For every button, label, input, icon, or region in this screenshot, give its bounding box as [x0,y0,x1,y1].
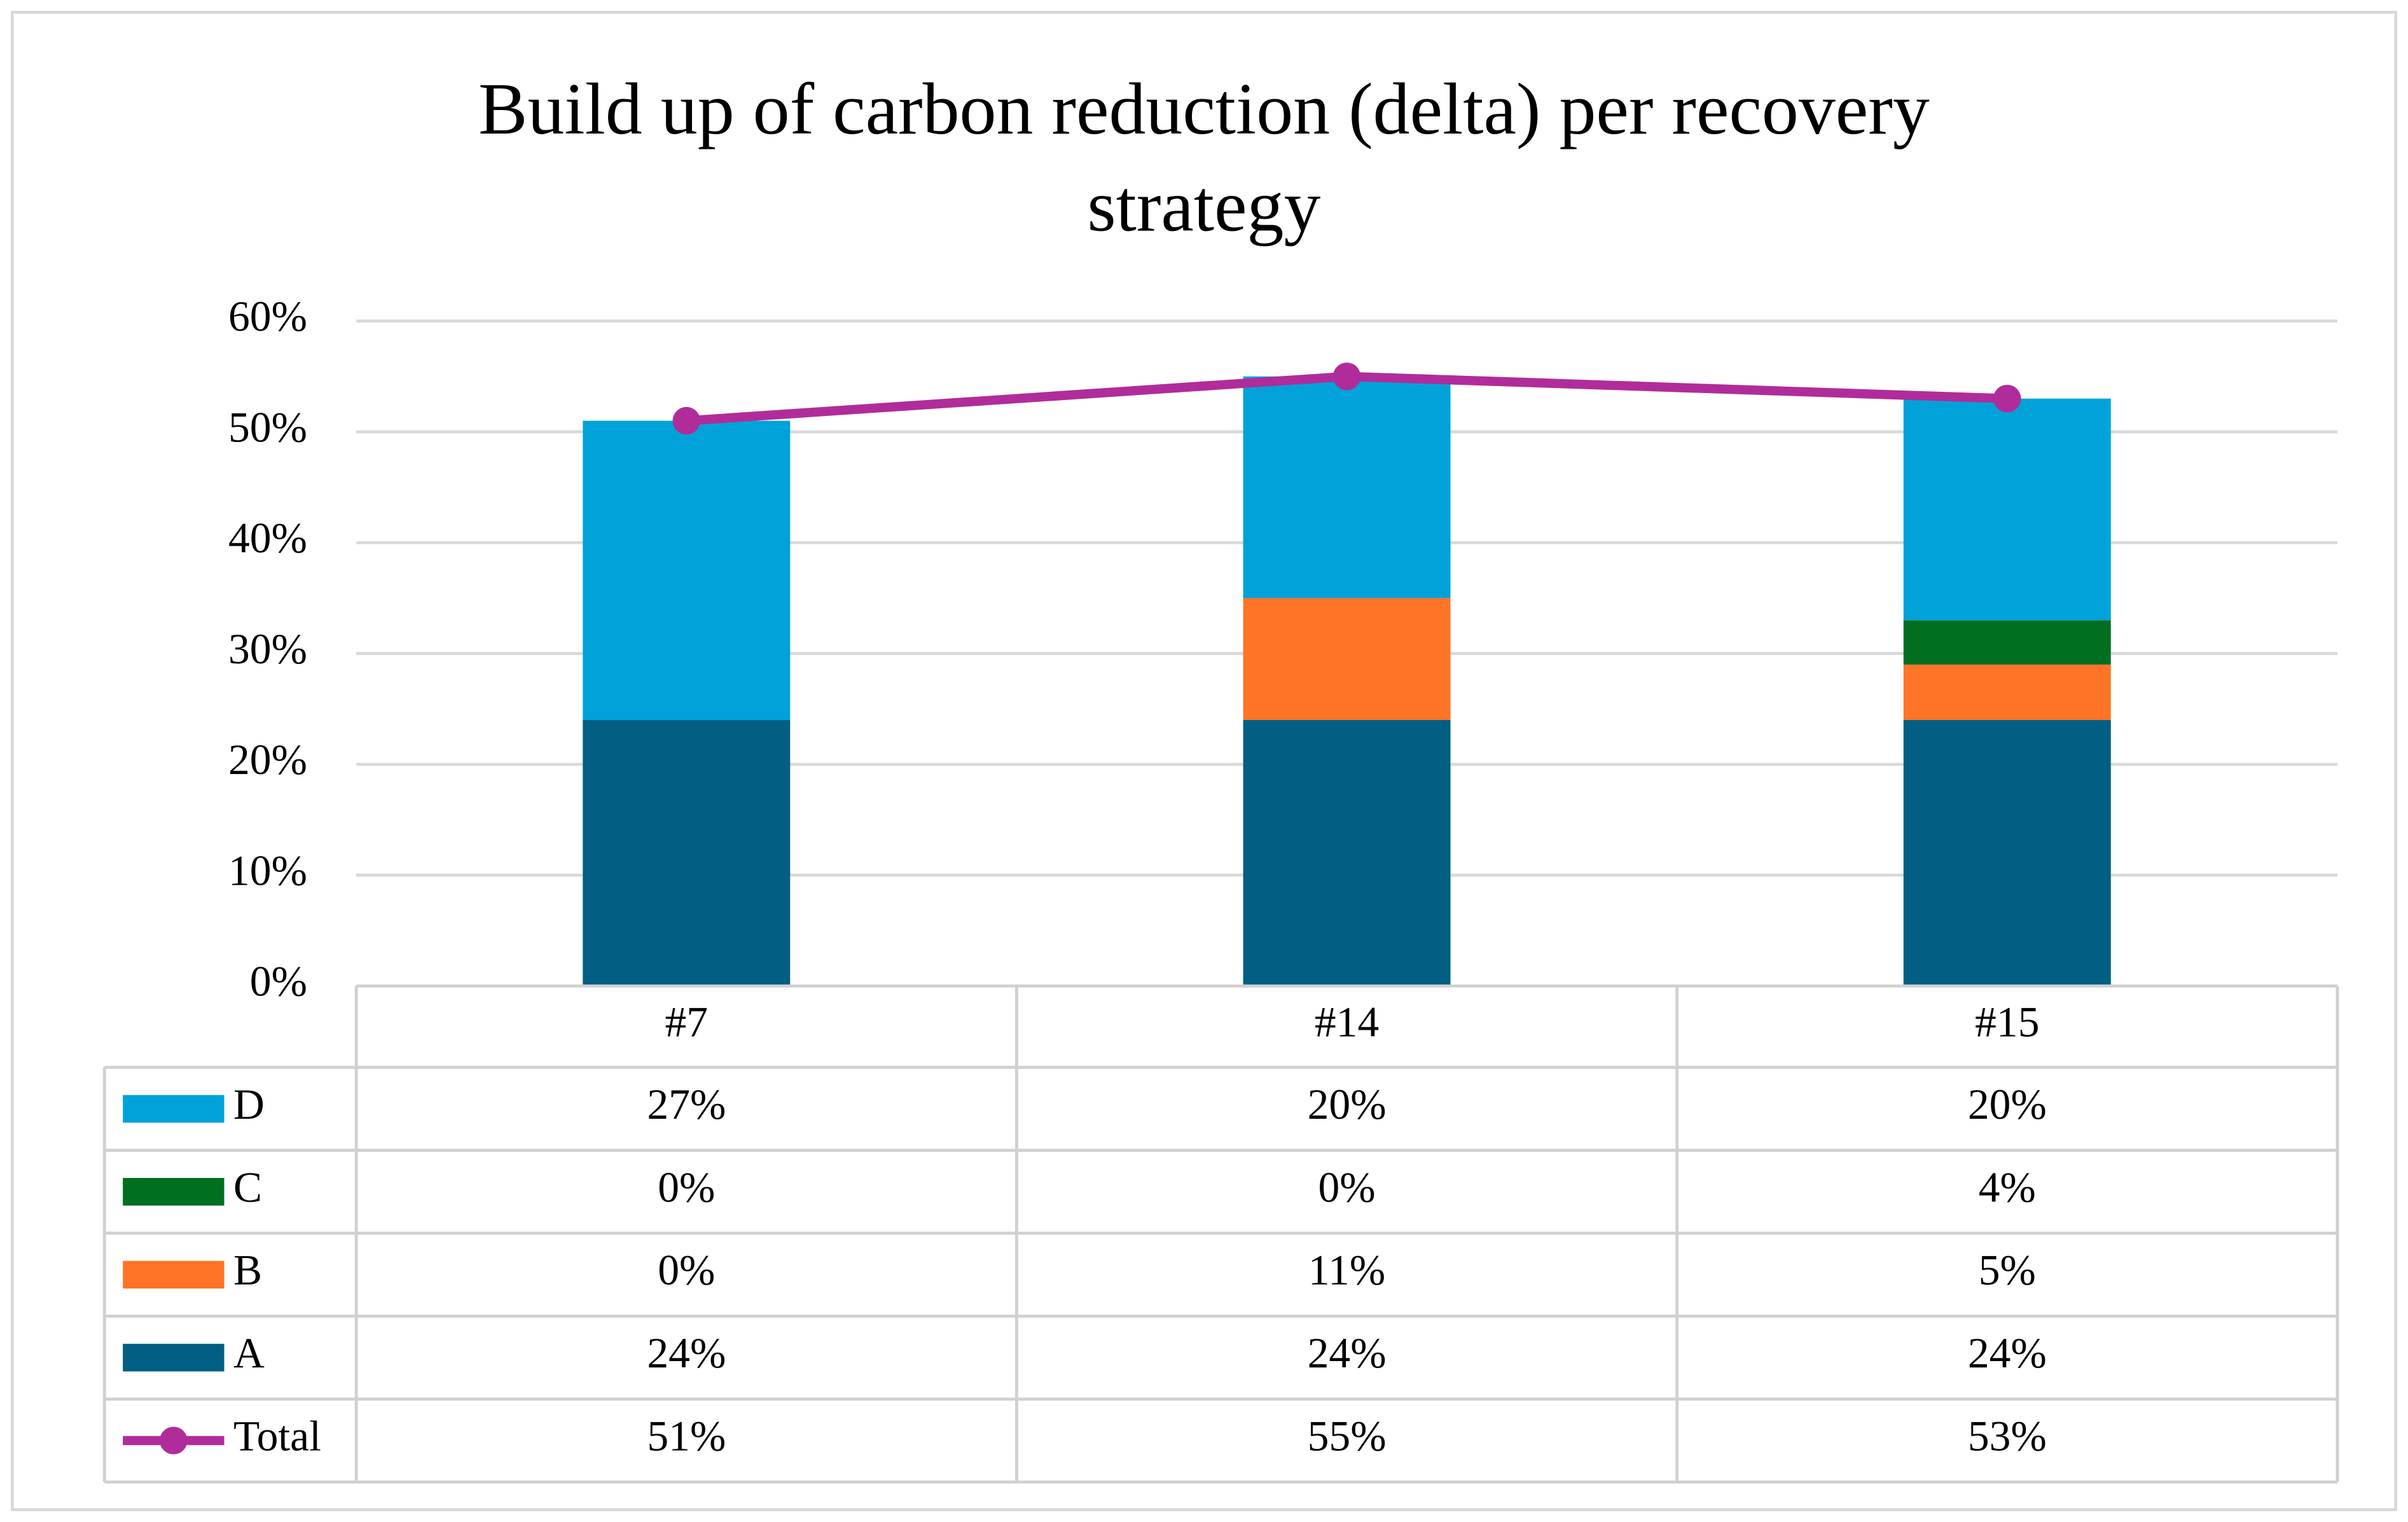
bar-segment [1243,720,1451,986]
bar-segment [1903,398,2111,621]
legend-swatch [123,1178,225,1206]
table-value: 27% [647,1081,726,1128]
bar-segment [1903,720,2111,986]
total-marker [1993,384,2021,413]
y-tick-label: 60% [228,293,307,340]
x-tick-label: #15 [1975,999,2039,1046]
title-box: Build up of carbon reduction (delta) per… [478,69,1930,247]
total-marker [672,406,701,435]
y-tick-label: 40% [228,515,307,562]
legend-marker [160,1427,188,1455]
legend-swatch [123,1261,225,1289]
bar-segment [1243,598,1451,721]
table-value: 51% [647,1412,726,1460]
table-value: 11% [1308,1247,1385,1294]
bar-segment [1243,376,1451,598]
total-marker [1332,363,1361,391]
table-value: 20% [1968,1081,2047,1128]
table-value: 0% [658,1163,715,1211]
x-tick-label: #7 [665,999,709,1046]
legend-swatch [123,1343,225,1372]
y-tick-label: 50% [228,403,307,451]
table-value: 53% [1968,1412,2047,1460]
bar-segment [1903,620,2111,665]
legend-label: Total [233,1412,321,1460]
legend-label: C [233,1163,262,1211]
legend-label: A [233,1329,265,1377]
y-tick-label: 10% [228,847,307,894]
bar-segment [583,420,791,721]
legend-label: B [233,1247,262,1294]
x-tick-label: #14 [1315,999,1379,1046]
y-tick-label: 20% [228,736,307,784]
table-value: 20% [1308,1081,1387,1128]
bar-segment [1903,664,2111,721]
table-value: 5% [1979,1247,2036,1294]
legend-swatch [123,1095,225,1123]
table-value: 0% [1318,1163,1375,1211]
bar-segment [583,720,791,986]
legend-label: D [233,1081,265,1128]
table-value: 4% [1979,1163,2036,1211]
table-value: 24% [1968,1329,2047,1377]
table-value: 24% [647,1329,726,1377]
table-value: 55% [1308,1412,1387,1460]
y-tick-label: 0% [250,958,307,1006]
table-value: 0% [658,1247,715,1294]
table-value: 24% [1308,1329,1387,1377]
chart-title: Build up of carbon reduction (delta) per… [478,69,1930,247]
y-tick-label: 30% [228,625,307,673]
